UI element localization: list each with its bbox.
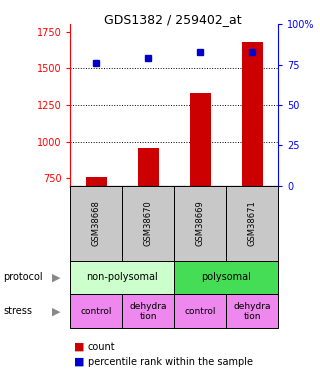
Text: ■: ■ [74, 342, 84, 352]
Bar [70, 261, 174, 294]
Bar [138, 147, 159, 186]
Bar [227, 186, 278, 261]
Bar [242, 42, 263, 186]
Text: dehydra
tion: dehydra tion [234, 302, 271, 321]
Text: dehydra
tion: dehydra tion [130, 302, 167, 321]
Bar [123, 294, 174, 328]
Text: ▶: ▶ [52, 273, 60, 282]
Text: GSM38669: GSM38669 [196, 200, 205, 246]
Text: control: control [81, 307, 112, 316]
Bar [227, 294, 278, 328]
Text: protocol: protocol [3, 273, 43, 282]
Bar [174, 186, 227, 261]
Text: stress: stress [3, 306, 32, 316]
Bar [174, 294, 227, 328]
Bar [190, 93, 211, 186]
Text: percentile rank within the sample: percentile rank within the sample [88, 357, 253, 367]
Bar [70, 294, 123, 328]
Bar [86, 177, 107, 186]
Bar [174, 261, 278, 294]
Text: GSM38671: GSM38671 [248, 200, 257, 246]
Text: control: control [185, 307, 216, 316]
Text: ▶: ▶ [52, 306, 60, 316]
Bar [70, 186, 123, 261]
Text: GDS1382 / 259402_at: GDS1382 / 259402_at [104, 13, 242, 26]
Text: GSM38668: GSM38668 [92, 200, 101, 246]
Text: non-polysomal: non-polysomal [86, 273, 158, 282]
Text: GSM38670: GSM38670 [144, 200, 153, 246]
Text: ■: ■ [74, 357, 84, 367]
Text: polysomal: polysomal [202, 273, 251, 282]
Bar [123, 186, 174, 261]
Text: count: count [88, 342, 116, 352]
